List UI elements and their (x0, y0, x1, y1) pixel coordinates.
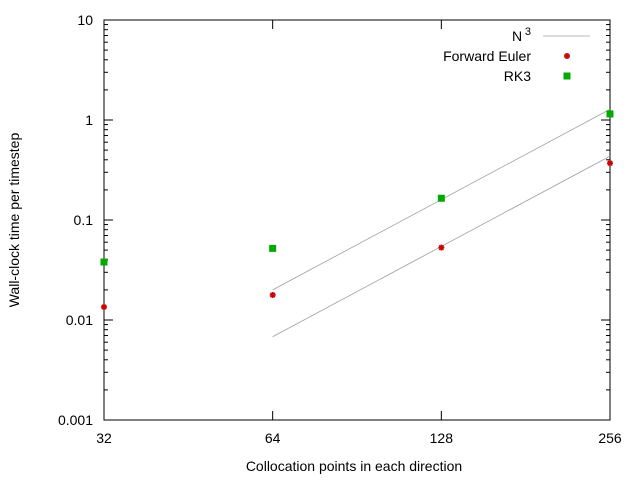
rk3-point (606, 110, 614, 118)
tick-marks (103, 19, 611, 421)
legend-swatch-marker (564, 53, 570, 59)
legend-label-rk3: RK3 (504, 68, 531, 84)
y-tick-label: 0.01 (66, 312, 93, 328)
y-tick-label: 10 (77, 12, 93, 28)
y-tick-label: 0.1 (74, 212, 94, 228)
star-stroke (269, 292, 276, 298)
star-stroke (564, 53, 570, 59)
legend-swatch-marker (563, 72, 571, 80)
y-axis-label: Wall-clock time per timestep (6, 133, 22, 308)
star-stroke (438, 244, 445, 251)
rk3-point (437, 194, 445, 202)
legend-label-superscript: 3 (525, 26, 531, 38)
data-points (100, 110, 614, 310)
forward-euler-point (607, 160, 613, 167)
legend: N 3 Forward Euler RK3 (443, 26, 590, 84)
plot-frame (103, 19, 611, 421)
rk3-point (269, 244, 277, 252)
x-tick-label: 32 (96, 430, 112, 446)
rk3-point (100, 258, 108, 266)
forward-euler-point (438, 244, 445, 251)
x-tick-labels: 32 64 128 256 (96, 430, 622, 446)
legend-label-forward-euler: Forward Euler (443, 48, 531, 64)
y-tick-label: 1 (85, 112, 93, 128)
y-tick-labels: 0.001 0.01 0.1 1 10 (58, 12, 93, 428)
legend-label-n-cubed: N 3 (512, 26, 531, 44)
x-tick-label: 128 (430, 430, 454, 446)
y-tick-label: 0.001 (58, 412, 93, 428)
star-stroke (607, 160, 613, 166)
reference-lines (272, 108, 611, 338)
legend-label-base: N (512, 28, 525, 44)
forward-euler-point (269, 291, 276, 298)
forward-euler-point (101, 303, 107, 310)
star-stroke (101, 304, 107, 310)
x-tick-label: 64 (265, 430, 281, 446)
x-axis-label: Collocation points in each direction (246, 458, 462, 474)
x-tick-label: 256 (598, 430, 622, 446)
